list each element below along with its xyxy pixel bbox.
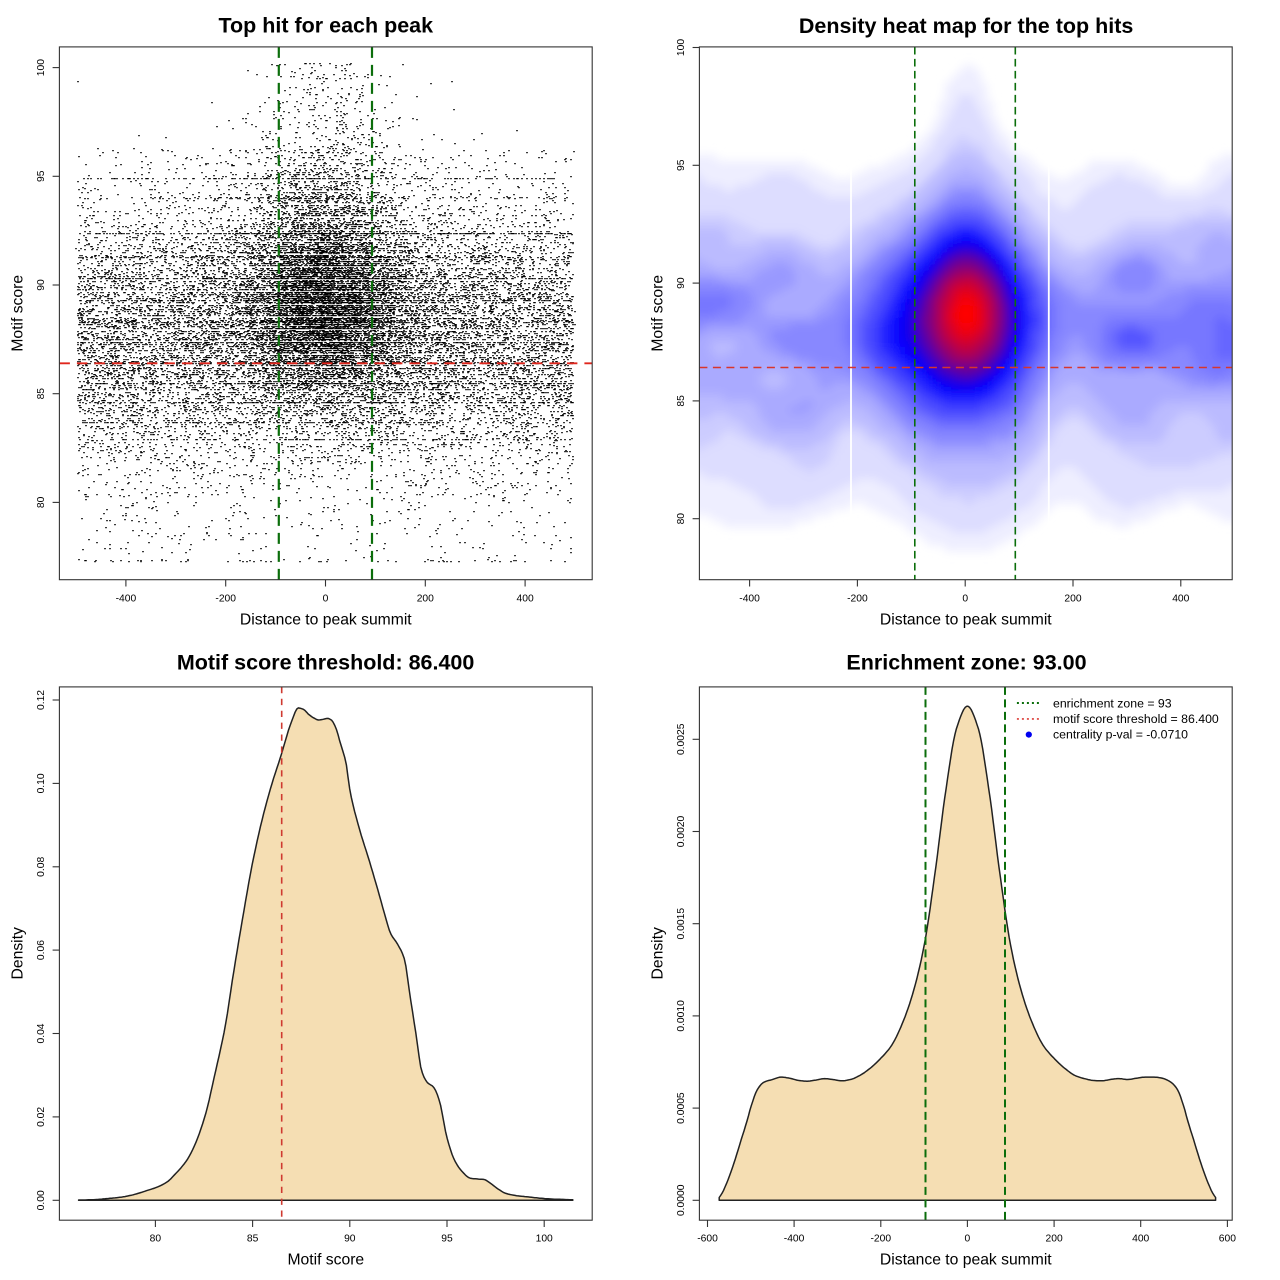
svg-text:-200: -200: [215, 593, 236, 604]
svg-text:400: 400: [1172, 593, 1189, 604]
svg-text:Motif score: Motif score: [10, 275, 27, 352]
svg-text:400: 400: [1132, 1233, 1149, 1244]
svg-text:100: 100: [676, 39, 687, 56]
svg-text:90: 90: [344, 1233, 356, 1244]
svg-text:80: 80: [36, 496, 47, 508]
svg-text:-600: -600: [697, 1233, 718, 1244]
svg-text:85: 85: [247, 1233, 259, 1244]
svg-text:Top hit for each peak: Top hit for each peak: [218, 13, 433, 37]
svg-text:enrichment zone = 93: enrichment zone = 93: [1053, 697, 1172, 711]
svg-text:0.00: 0.00: [36, 1190, 47, 1210]
svg-text:Enrichment zone: 93.00: Enrichment zone: 93.00: [846, 650, 1086, 674]
svg-text:600: 600: [1219, 1233, 1236, 1244]
svg-text:90: 90: [36, 279, 47, 291]
svg-text:-200: -200: [870, 1233, 891, 1244]
svg-text:Motif score: Motif score: [650, 275, 667, 352]
svg-text:85: 85: [676, 395, 687, 407]
svg-text:80: 80: [676, 513, 687, 525]
svg-text:90: 90: [676, 277, 687, 289]
svg-text:0.04: 0.04: [36, 1023, 47, 1043]
svg-text:Distance to peak summit: Distance to peak summit: [240, 611, 412, 628]
svg-text:85: 85: [36, 388, 47, 400]
svg-text:0.0005: 0.0005: [676, 1092, 687, 1124]
svg-text:Density: Density: [650, 927, 667, 979]
svg-text:100: 100: [36, 59, 47, 76]
svg-text:0.0000: 0.0000: [676, 1184, 687, 1216]
svg-text:Distance to peak summit: Distance to peak summit: [880, 1251, 1052, 1268]
svg-text:95: 95: [36, 170, 47, 182]
svg-text:80: 80: [150, 1233, 162, 1244]
svg-text:95: 95: [676, 159, 687, 171]
svg-text:-200: -200: [847, 593, 868, 604]
svg-text:Motif score: Motif score: [287, 1251, 364, 1268]
svg-text:200: 200: [1064, 593, 1081, 604]
svg-text:0.0010: 0.0010: [676, 1000, 687, 1032]
svg-text:motif score threshold = 86.400: motif score threshold = 86.400: [1053, 712, 1219, 726]
svg-text:0: 0: [962, 593, 968, 604]
svg-text:0.0020: 0.0020: [676, 815, 687, 847]
svg-text:0.10: 0.10: [36, 773, 47, 793]
svg-text:400: 400: [517, 593, 534, 604]
svg-text:0: 0: [965, 1233, 971, 1244]
svg-text:0.0025: 0.0025: [676, 723, 687, 755]
svg-text:Density heat map for the top h: Density heat map for the top hits: [799, 14, 1134, 38]
svg-text:Motif score threshold: 86.400: Motif score threshold: 86.400: [177, 650, 475, 674]
svg-text:100: 100: [536, 1233, 553, 1244]
svg-text:0.02: 0.02: [36, 1107, 47, 1127]
svg-text:0.06: 0.06: [36, 940, 47, 960]
svg-text:0.12: 0.12: [36, 690, 47, 710]
svg-text:200: 200: [417, 593, 434, 604]
svg-text:200: 200: [1046, 1233, 1063, 1244]
svg-text:centrality p-val = -0.0710: centrality p-val = -0.0710: [1053, 727, 1188, 741]
svg-text:-400: -400: [784, 1233, 805, 1244]
svg-text:Distance to peak summit: Distance to peak summit: [880, 611, 1052, 628]
svg-text:95: 95: [441, 1233, 453, 1244]
svg-text:-400: -400: [739, 593, 760, 604]
svg-text:0: 0: [323, 593, 329, 604]
svg-text:0.08: 0.08: [36, 857, 47, 877]
svg-text:0.0015: 0.0015: [676, 908, 687, 940]
svg-text:-400: -400: [116, 593, 137, 604]
svg-text:Density: Density: [10, 927, 27, 979]
